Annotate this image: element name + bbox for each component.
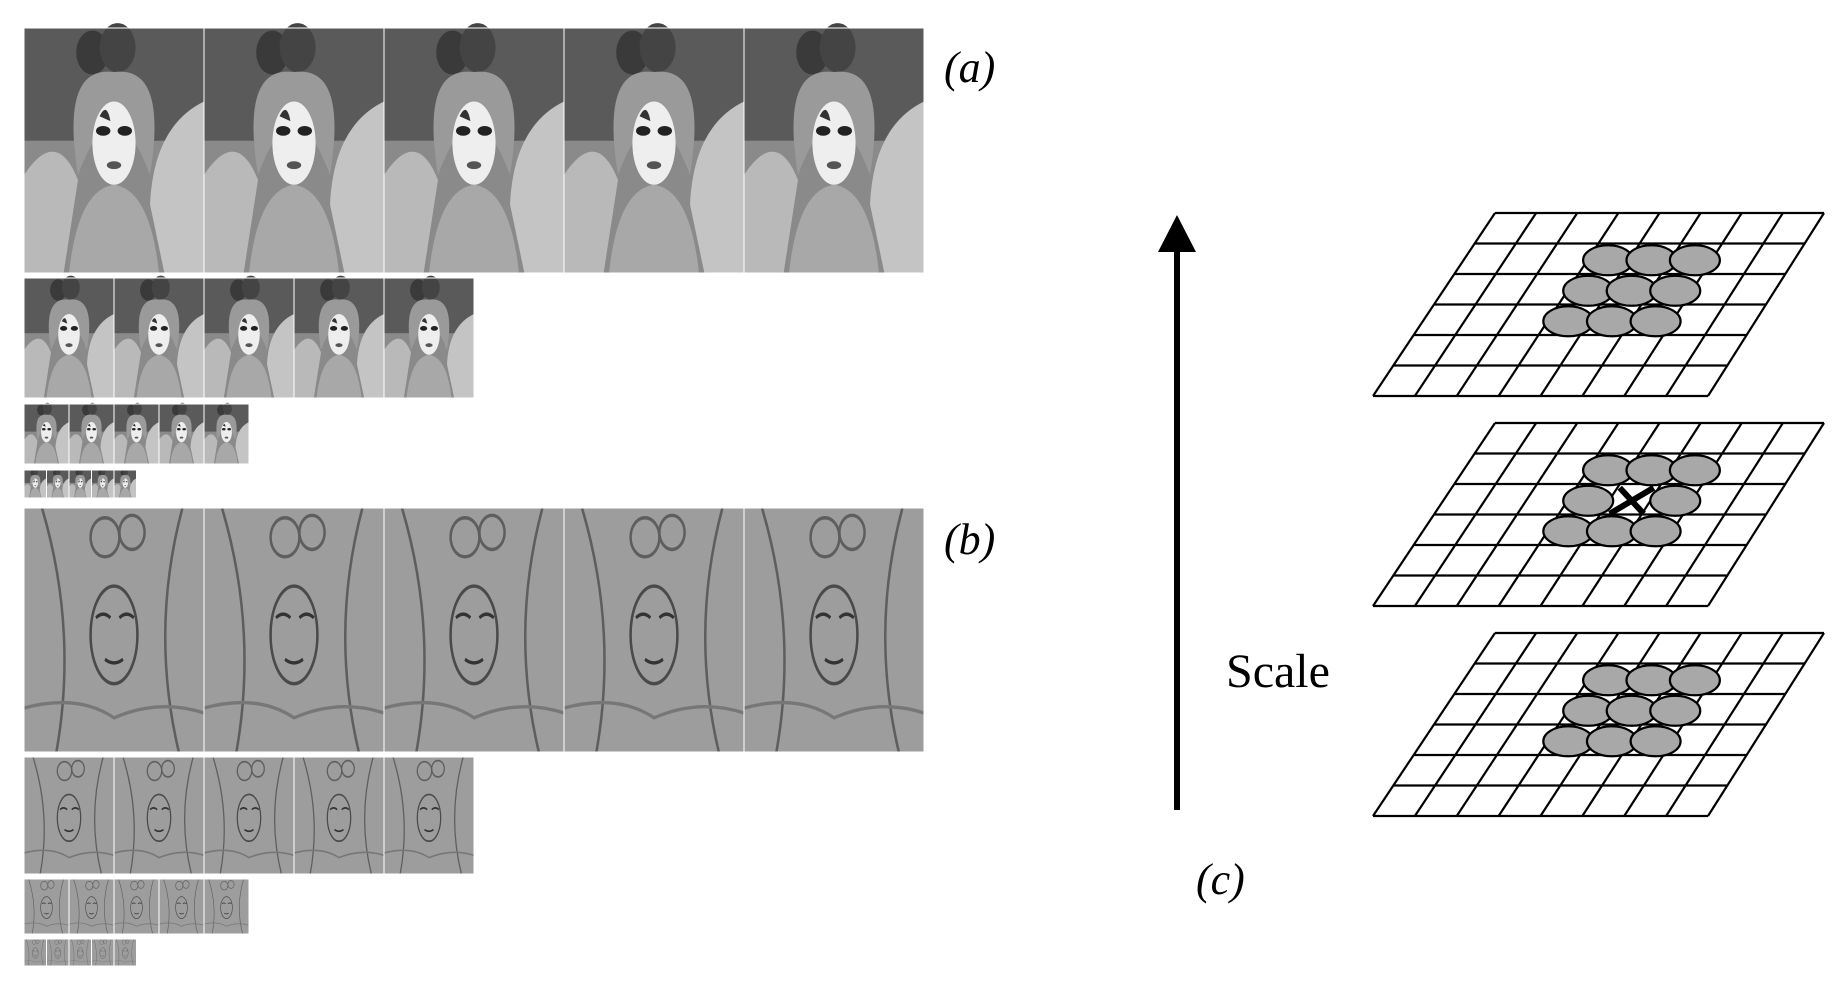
- panel-label-c: (c): [1196, 855, 1245, 904]
- gaussian-image-octave-3-image-2: [69, 402, 114, 464]
- scale-layer-2: [1372, 421, 1825, 608]
- scale-layer-3: [1372, 631, 1825, 818]
- gaussian-image-octave-4-image-1: [24, 469, 47, 498]
- dog-pyramid: [22, 506, 926, 967]
- panel-label-a: (a): [944, 43, 996, 92]
- scale-space-layers: [1372, 211, 1825, 818]
- gaussian-image-octave-1-image-5: [744, 23, 924, 273]
- gaussian-image-octave-3-image-3: [114, 402, 159, 464]
- gaussian-image-octave-3-image-5: [204, 402, 249, 464]
- scale-arrow: [1158, 215, 1196, 810]
- sample-point-marker: [1608, 485, 1656, 517]
- neighbor-blob-3: [1668, 454, 1721, 487]
- gaussian-image-octave-1-image-1: [24, 23, 204, 273]
- neighbor-blob-4: [1562, 484, 1615, 517]
- panel-label-b: (b): [944, 515, 996, 564]
- dog-image-octave-3-image-4: [158, 878, 205, 935]
- neighbor-blob-7: [1542, 725, 1595, 758]
- dog-image-octave-1-image-1: [22, 506, 206, 754]
- dog-image-octave-2-image-1: [23, 756, 115, 875]
- dog-image-octave-1-image-5: [742, 506, 926, 754]
- neighbor-blob-6: [1649, 274, 1702, 307]
- dog-image-octave-1-image-4: [562, 506, 746, 754]
- dog-image-octave-2-image-4: [293, 756, 385, 875]
- dog-image-octave-2-image-3: [203, 756, 295, 875]
- neighbor-blob-3: [1668, 244, 1721, 277]
- gaussian-image-octave-2-image-2: [114, 275, 204, 398]
- dog-image-octave-4-image-4: [91, 938, 115, 967]
- dog-image-octave-3-image-1: [23, 878, 70, 935]
- neighbor-blob-8: [1585, 515, 1639, 548]
- dog-image-octave-3-image-5: [203, 878, 250, 935]
- gaussian-image-octave-1-image-4: [564, 23, 744, 273]
- gaussian-image-octave-3-image-4: [159, 402, 204, 464]
- dog-image-octave-4-image-5: [113, 938, 137, 967]
- neighbor-blob-6: [1649, 484, 1702, 517]
- neighbor-blob-8: [1585, 305, 1639, 338]
- neighbor-blob-7: [1542, 305, 1595, 338]
- dog-image-octave-4-image-3: [68, 938, 92, 967]
- neighbor-blob-6: [1649, 694, 1702, 727]
- neighbor-blob-7: [1542, 515, 1595, 548]
- gaussian-image-octave-2-image-1: [24, 275, 114, 398]
- gaussian-image-octave-3-image-1: [24, 402, 69, 464]
- scale-axis-label: Scale: [1226, 645, 1330, 698]
- scale-layer-1: [1372, 211, 1825, 398]
- gaussian-image-octave-2-image-5: [384, 275, 474, 398]
- dog-image-octave-4-image-2: [46, 938, 70, 967]
- gaussian-image-octave-2-image-3: [204, 275, 294, 398]
- gaussian-image-octave-2-image-4: [294, 275, 384, 398]
- dog-image-octave-3-image-3: [113, 878, 160, 935]
- dog-image-octave-2-image-2: [113, 756, 205, 875]
- dog-image-octave-1-image-2: [202, 506, 386, 754]
- neighbor-blob-9: [1629, 305, 1682, 338]
- neighbor-blob-9: [1629, 515, 1682, 548]
- dog-image-octave-2-image-5: [383, 756, 475, 875]
- neighbor-blob-8: [1585, 725, 1639, 758]
- gaussian-image-octave-4-image-5: [114, 469, 137, 498]
- dog-image-octave-3-image-2: [68, 878, 115, 935]
- neighbor-blob-3: [1668, 664, 1721, 697]
- gaussian-image-octave-4-image-4: [91, 469, 114, 498]
- gaussian-image-octave-4-image-3: [69, 469, 92, 498]
- dog-image-octave-4-image-1: [23, 938, 47, 967]
- neighbor-blob-9: [1629, 725, 1682, 758]
- gaussian-image-octave-1-image-2: [204, 23, 384, 273]
- gaussian-pyramid: [23, 23, 925, 499]
- gaussian-image-octave-4-image-2: [46, 469, 69, 498]
- gaussian-image-octave-1-image-3: [384, 23, 564, 273]
- dog-image-octave-1-image-3: [382, 506, 566, 754]
